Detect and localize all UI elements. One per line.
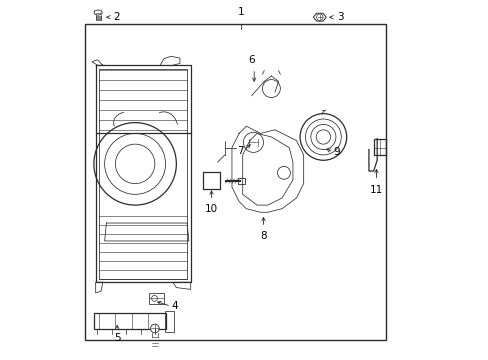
Text: 3: 3 [336, 12, 343, 22]
Bar [203, 172, 220, 189]
Text: 6: 6 [248, 55, 255, 65]
Bar [164, 311, 174, 332]
Bar [85, 24, 386, 339]
Text: 8: 8 [260, 231, 266, 241]
Bar [99, 69, 187, 279]
Bar [373, 139, 386, 155]
Text: 7: 7 [236, 145, 243, 156]
Bar [149, 293, 163, 304]
Circle shape [150, 324, 159, 333]
Text: 9: 9 [333, 147, 339, 157]
Polygon shape [313, 13, 325, 21]
Bar [238, 178, 244, 184]
Text: 10: 10 [204, 204, 218, 215]
Text: 2: 2 [113, 12, 120, 22]
Polygon shape [94, 10, 102, 15]
Circle shape [316, 14, 323, 21]
Text: 1: 1 [237, 7, 244, 17]
Circle shape [243, 132, 263, 152]
Bar [94, 313, 165, 329]
Text: 11: 11 [369, 185, 382, 195]
Text: 5: 5 [114, 333, 120, 343]
Text: 4: 4 [171, 301, 177, 311]
